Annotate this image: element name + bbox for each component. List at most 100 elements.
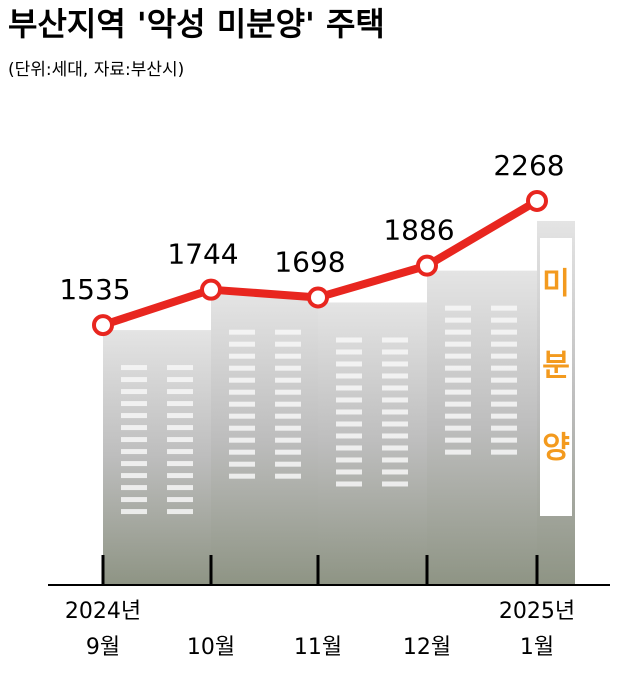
window (336, 457, 362, 463)
window (121, 509, 147, 515)
window (382, 421, 408, 427)
window (445, 353, 471, 359)
window (382, 409, 408, 415)
window (491, 389, 517, 395)
window (382, 373, 408, 379)
window (491, 329, 517, 335)
window (229, 401, 255, 407)
sign-text: 분 (542, 349, 570, 384)
window (275, 341, 301, 347)
window (336, 373, 362, 379)
window (167, 437, 193, 443)
window (382, 385, 408, 391)
window (336, 385, 362, 391)
window (229, 389, 255, 395)
window (382, 397, 408, 403)
window (445, 437, 471, 443)
x-tick-label: 2024년 (65, 599, 141, 624)
x-tick-label: 10월 (187, 635, 235, 660)
window (445, 329, 471, 335)
window (382, 361, 408, 367)
window (491, 449, 517, 455)
window (491, 317, 517, 323)
window (121, 449, 147, 455)
window (382, 445, 408, 451)
window (491, 413, 517, 419)
window (167, 485, 193, 491)
window (167, 377, 193, 383)
window (229, 413, 255, 419)
window (275, 353, 301, 359)
chart-title: 부산지역 '악성 미분양' 주택 (8, 5, 385, 43)
window (491, 365, 517, 371)
window (275, 461, 301, 467)
window (382, 481, 408, 487)
window (491, 305, 517, 311)
window (121, 485, 147, 491)
window (445, 365, 471, 371)
window (121, 461, 147, 467)
window (121, 413, 147, 419)
point (307, 286, 329, 309)
point (526, 189, 548, 212)
window (336, 433, 362, 439)
window (167, 365, 193, 371)
window (167, 425, 193, 431)
window (382, 349, 408, 355)
window (491, 401, 517, 407)
window (275, 473, 301, 479)
window (229, 425, 255, 431)
sign-text: 미 (542, 267, 570, 302)
window (491, 377, 517, 383)
window (275, 413, 301, 419)
window (382, 469, 408, 475)
sign-text: 양 (542, 431, 570, 466)
window (167, 389, 193, 395)
window (445, 425, 471, 431)
window (336, 361, 362, 367)
window (229, 461, 255, 467)
window (445, 317, 471, 323)
window (229, 449, 255, 455)
window (491, 437, 517, 443)
window (167, 497, 193, 503)
window (336, 349, 362, 355)
window (382, 433, 408, 439)
window (121, 497, 147, 503)
window (491, 425, 517, 431)
data-label: 1698 (274, 245, 345, 278)
x-tick-label: 11월 (294, 635, 342, 660)
window (445, 449, 471, 455)
window (167, 413, 193, 419)
window (121, 389, 147, 395)
window (167, 461, 193, 467)
window (336, 409, 362, 415)
window (275, 377, 301, 383)
window (229, 365, 255, 371)
data-label: 1535 (59, 273, 130, 306)
window (336, 337, 362, 343)
window (445, 305, 471, 311)
window (167, 401, 193, 407)
buildings: 미분양 (103, 220, 575, 585)
window (336, 445, 362, 451)
window (229, 437, 255, 443)
window (491, 353, 517, 359)
point (200, 278, 222, 301)
window (382, 457, 408, 463)
building (211, 294, 318, 585)
window (275, 401, 301, 407)
building (103, 330, 211, 585)
window (229, 353, 255, 359)
x-tick-label: 2025년 (499, 599, 575, 624)
window (445, 389, 471, 395)
window (336, 421, 362, 427)
window (121, 437, 147, 443)
window (275, 449, 301, 455)
point (92, 314, 114, 337)
window (275, 389, 301, 395)
window (229, 329, 255, 335)
window (336, 397, 362, 403)
window (121, 377, 147, 383)
chart-subtitle: (단위:세대, 자료:부산시) (8, 60, 184, 80)
